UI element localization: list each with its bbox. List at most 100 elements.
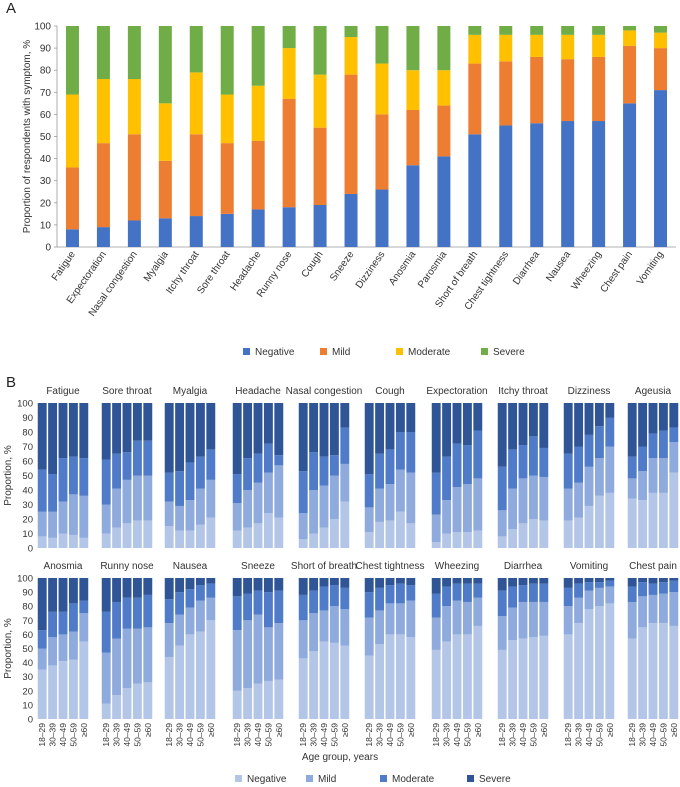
b-age-tick-label: ≥60 [669, 723, 679, 737]
b-bar-severe [48, 578, 58, 612]
a-bar-severe-dizziness [375, 26, 389, 64]
b-bar-negative [185, 530, 195, 548]
b-legend-swatch-moderate [380, 775, 387, 782]
b-bar-moderate [431, 593, 441, 618]
b-panel-nasal-congestion: Nasal congestion [286, 386, 362, 548]
b-bar-moderate [112, 601, 122, 639]
b-bar-severe [232, 578, 242, 597]
b-bar-mild [638, 471, 648, 501]
b-bar-moderate [669, 580, 679, 593]
b-bar-mild [563, 488, 573, 521]
b-bar-mild [375, 488, 385, 522]
b-bar-moderate [101, 459, 111, 505]
b-bar-negative [329, 642, 339, 719]
b-panel-title: Nausea [173, 561, 208, 572]
a-bar-mild-runny-nose [282, 98, 296, 208]
b-bar-mild [528, 475, 538, 519]
b-bar-moderate [58, 458, 68, 502]
b-bar-mild [431, 514, 441, 543]
b-bar-severe [539, 403, 549, 448]
b-bar-negative [37, 669, 47, 719]
a-bar-severe-short-of-breath [468, 26, 482, 35]
b-bar-mild [442, 606, 452, 642]
b-bar-moderate [497, 590, 507, 617]
b-bar-mild [594, 458, 604, 496]
b-bar-mild [232, 630, 242, 691]
b-bar-moderate [185, 589, 195, 608]
b-bar-severe [340, 403, 350, 428]
a-category-label: Cough [300, 249, 326, 279]
b-bar-mild [298, 513, 308, 540]
a-category-label: Myalgia [142, 249, 171, 284]
b-panel-sneeze: Sneeze 18–29 30–39 40–49 50–59 ≥60 [232, 561, 284, 747]
b-age-tick-label: 18–29 [364, 723, 374, 747]
b-bar-negative [309, 533, 319, 548]
b-bar-mild [253, 614, 263, 684]
b-bar-mild [406, 472, 416, 524]
b-y-tick-label: 30 [22, 672, 33, 683]
b-y-tick-label: 10 [22, 700, 33, 711]
b-age-tick-label: 50–59 [594, 723, 604, 747]
a-bar-moderate-diarrhea [530, 34, 544, 57]
b-bar-mild [584, 466, 594, 506]
b-bar-negative [658, 623, 668, 719]
b-bar-severe [627, 403, 637, 457]
b-bar-moderate [232, 474, 242, 504]
b-bar-mild [175, 505, 185, 531]
b-age-tick-label: ≥60 [406, 723, 416, 737]
b-bar-mild [206, 597, 216, 621]
b-bar-moderate [462, 583, 472, 602]
b-bar-mild [164, 623, 174, 657]
a-bar-negative-itchy-throat [189, 216, 203, 247]
b-bar-negative [431, 542, 441, 548]
b-bar-severe [68, 578, 78, 604]
b-legend-label: Severe [479, 774, 511, 785]
b-bar-negative [385, 634, 395, 719]
b-bar-mild [605, 586, 615, 604]
b-bar-negative [319, 527, 329, 548]
b-bar-mild [329, 606, 339, 643]
a-bar-mild-myalgia [158, 160, 172, 219]
a-bar-moderate-vomiting [654, 32, 668, 49]
b-bar-moderate [605, 417, 615, 447]
b-age-tick-label: 30–39 [175, 723, 185, 747]
b-bar-mild [563, 606, 573, 635]
a-category-label: Wheezing [570, 249, 605, 292]
b-bar-negative [48, 537, 58, 548]
b-bar-severe [669, 403, 679, 428]
b-bar-negative [164, 656, 174, 719]
b-bar-moderate [309, 590, 319, 614]
a-bar-moderate-runny-nose [282, 48, 296, 99]
a-bar-negative-cough [313, 205, 327, 247]
b-age-tick-label: 50–59 [132, 723, 142, 747]
a-legend-swatch-mild [320, 348, 327, 355]
a-bar-mild-cough [313, 127, 327, 206]
b-age-tick-label: 18–29 [431, 723, 441, 747]
b-bar-moderate [669, 427, 679, 443]
b-bar-negative [518, 523, 528, 548]
b-bar-severe [185, 403, 195, 463]
b-y-tick-label: 0 [28, 715, 33, 726]
b-age-tick-label: 30–39 [574, 723, 584, 747]
b-y-tick-label: 0 [28, 544, 33, 555]
b-bar-severe [232, 403, 242, 475]
b-bar-moderate [638, 446, 648, 472]
a-bar-negative-fatigue [65, 229, 79, 247]
b-bar-severe [452, 578, 462, 584]
b-bar-moderate [658, 430, 668, 459]
b-bar-mild [528, 601, 538, 638]
b-bar-negative [627, 498, 637, 548]
b-bar-negative [508, 640, 518, 719]
b-bar-moderate [309, 452, 319, 490]
b-age-tick-label: 50–59 [329, 723, 339, 747]
b-bar-severe [473, 578, 483, 584]
b-bar-moderate [627, 586, 637, 602]
a-bar-severe-myalgia [158, 26, 172, 104]
b-bar-negative [112, 527, 122, 548]
b-age-tick-label: ≥60 [539, 723, 549, 737]
b-age-tick-label: 50–59 [658, 723, 668, 747]
b-bar-severe [319, 578, 329, 587]
b-bar-severe [164, 578, 174, 600]
b-panel-title: Diarrhea [504, 561, 543, 572]
b-panel-title: Expectoration [426, 386, 487, 397]
